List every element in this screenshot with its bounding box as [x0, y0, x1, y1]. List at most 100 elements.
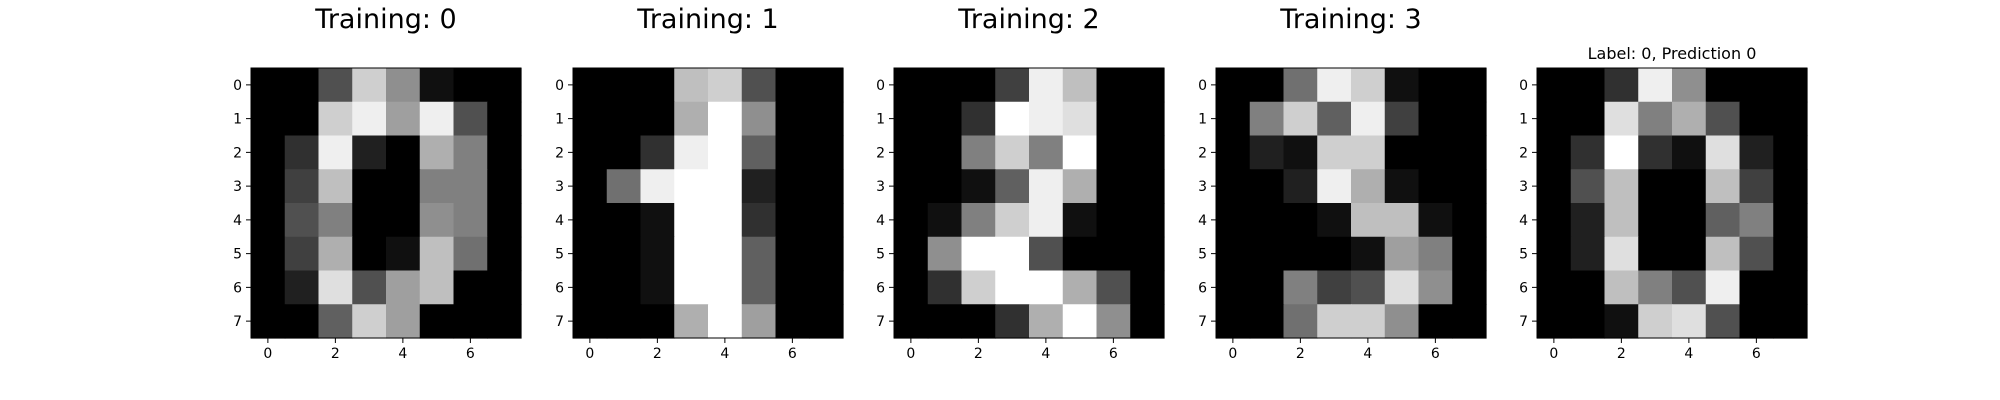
- pixel-cell-r7-c5: [1384, 304, 1420, 339]
- pixel-cell-r2-c1: [1570, 135, 1606, 170]
- pixel-cell-r3-c5: [741, 169, 777, 204]
- pixel-cell-r6-c6: [1739, 270, 1774, 305]
- pixel-cell-r2-c2: [961, 135, 996, 170]
- pixel-cell-r7-c2: [318, 304, 353, 339]
- pixel-cell-r5-c3: [1317, 236, 1352, 272]
- y-tick-label: 4: [876, 213, 885, 229]
- pixel-cell-r7-c5: [419, 304, 455, 339]
- pixel-cell-r5-c6: [453, 236, 488, 272]
- pixel-cell-r1-c4: [1029, 101, 1064, 137]
- pixel-cell-r0-c7: [1773, 68, 1808, 103]
- pixel-cell-r6-c0: [1216, 270, 1251, 305]
- pixel-cell-r7-c6: [453, 304, 488, 339]
- pixel-cell-r6-c0: [894, 270, 929, 305]
- pixel-cell-r7-c2: [640, 304, 675, 339]
- pixel-cell-r5-c1: [606, 236, 642, 272]
- y-tick-label: 7: [555, 314, 564, 330]
- pixel-cell-r5-c1: [927, 236, 963, 272]
- pixel-cell-r3-c2: [961, 169, 996, 204]
- pixel-cell-r2-c3: [352, 135, 387, 170]
- pixel-cell-r4-c5: [419, 203, 455, 238]
- pixel-cell-r6-c6: [1418, 270, 1453, 305]
- pixel-cell-r5-c0: [251, 236, 286, 272]
- pixel-cell-r2-c7: [1130, 135, 1165, 170]
- y-tick-label: 0: [555, 78, 564, 94]
- pixel-cell-r0-c7: [487, 68, 522, 103]
- pixel-cell-r4-c3: [1317, 203, 1352, 238]
- pixel-cell-r6-c4: [386, 270, 421, 305]
- y-tick-label: 0: [876, 78, 885, 94]
- pixel-cell-r1-c7: [809, 101, 844, 137]
- pixel-cell-r1-c3: [1638, 101, 1673, 137]
- pixel-cell-r7-c7: [1130, 304, 1165, 339]
- panel-title: Training: 1: [636, 4, 778, 35]
- y-tick-label: 2: [1519, 145, 1528, 161]
- pixel-cell-r6-c4: [1672, 270, 1707, 305]
- y-tick-label: 4: [1519, 213, 1528, 229]
- pixel-cell-r7-c4: [708, 304, 743, 339]
- pixel-cell-r4-c2: [318, 203, 353, 238]
- x-tick-label: 2: [331, 346, 340, 362]
- pixel-cell-r4-c7: [1773, 203, 1808, 238]
- pixel-cell-r4-c0: [894, 203, 929, 238]
- pixel-cell-r6-c0: [1537, 270, 1572, 305]
- y-tick-label: 5: [555, 247, 564, 263]
- pixel-cell-r3-c5: [1062, 169, 1098, 204]
- pixel-cell-r7-c6: [1739, 304, 1774, 339]
- pixel-cell-r6-c7: [809, 270, 844, 305]
- pixel-cell-r6-c5: [1705, 270, 1741, 305]
- pixel-cell-r0-c2: [318, 68, 353, 103]
- pixel-cell-r2-c1: [1249, 135, 1285, 170]
- pixel-cell-r3-c2: [1283, 169, 1318, 204]
- y-tick-label: 2: [876, 145, 885, 161]
- pixel-cell-r4-c5: [1705, 203, 1741, 238]
- digit-panel-0: Training: 0 0 1 2 3 4 5 6 7 0 2 4 6: [233, 4, 522, 362]
- pixel-cell-r0-c2: [961, 68, 996, 103]
- pixel-cell-r5-c7: [809, 236, 844, 272]
- pixel-cell-r1-c0: [1216, 101, 1251, 137]
- x-tick-label: 4: [1041, 346, 1050, 362]
- pixel-cell-r7-c0: [1216, 304, 1251, 339]
- pixel-cell-r7-c4: [1029, 304, 1064, 339]
- pixel-cell-r1-c1: [927, 101, 963, 137]
- pixel-cell-r2-c5: [1384, 135, 1420, 170]
- pixel-cell-r1-c0: [894, 101, 929, 137]
- y-tick-label: 1: [555, 112, 564, 128]
- pixel-cell-r4-c6: [1739, 203, 1774, 238]
- x-tick-label: 4: [398, 346, 407, 362]
- pixel-cell-r0-c2: [1604, 68, 1639, 103]
- y-tick-label: 3: [1519, 179, 1528, 195]
- pixel-cell-r4-c6: [1418, 203, 1453, 238]
- y-tick-label: 0: [1519, 78, 1528, 94]
- pixel-cell-r4-c1: [606, 203, 642, 238]
- pixel-cell-r3-c5: [1384, 169, 1420, 204]
- pixel-cell-r1-c0: [251, 101, 286, 137]
- pixel-cell-r6-c5: [741, 270, 777, 305]
- pixel-cell-r7-c6: [775, 304, 810, 339]
- pixel-cell-r3-c7: [487, 169, 522, 204]
- pixel-cell-r2-c0: [573, 135, 608, 170]
- pixel-cell-r1-c7: [1773, 101, 1808, 137]
- pixel-cell-r2-c2: [640, 135, 675, 170]
- pixel-cell-r6-c4: [1351, 270, 1386, 305]
- pixel-cell-r7-c1: [1570, 304, 1606, 339]
- x-tick-label: 6: [1109, 346, 1118, 362]
- pixel-cell-r3-c1: [1249, 169, 1285, 204]
- y-tick-label: 3: [233, 179, 242, 195]
- pixel-cell-r3-c4: [386, 169, 421, 204]
- y-tick-label: 2: [233, 145, 242, 161]
- pixel-cell-r6-c1: [1249, 270, 1285, 305]
- pixel-cell-r6-c3: [352, 270, 387, 305]
- pixel-cell-r5-c7: [1773, 236, 1808, 272]
- pixel-cell-r0-c4: [1672, 68, 1707, 103]
- pixel-cell-r5-c6: [775, 236, 810, 272]
- pixel-cell-r5-c0: [894, 236, 929, 272]
- pixel-cell-r0-c4: [386, 68, 421, 103]
- pixel-cell-r4-c0: [251, 203, 286, 238]
- y-tick-label: 6: [233, 280, 242, 296]
- pixel-cell-r7-c4: [386, 304, 421, 339]
- y-tick-label: 5: [1198, 247, 1207, 263]
- pixel-cell-r2-c3: [1317, 135, 1352, 170]
- pixel-cell-r4-c4: [1029, 203, 1064, 238]
- pixel-cell-r7-c3: [1638, 304, 1673, 339]
